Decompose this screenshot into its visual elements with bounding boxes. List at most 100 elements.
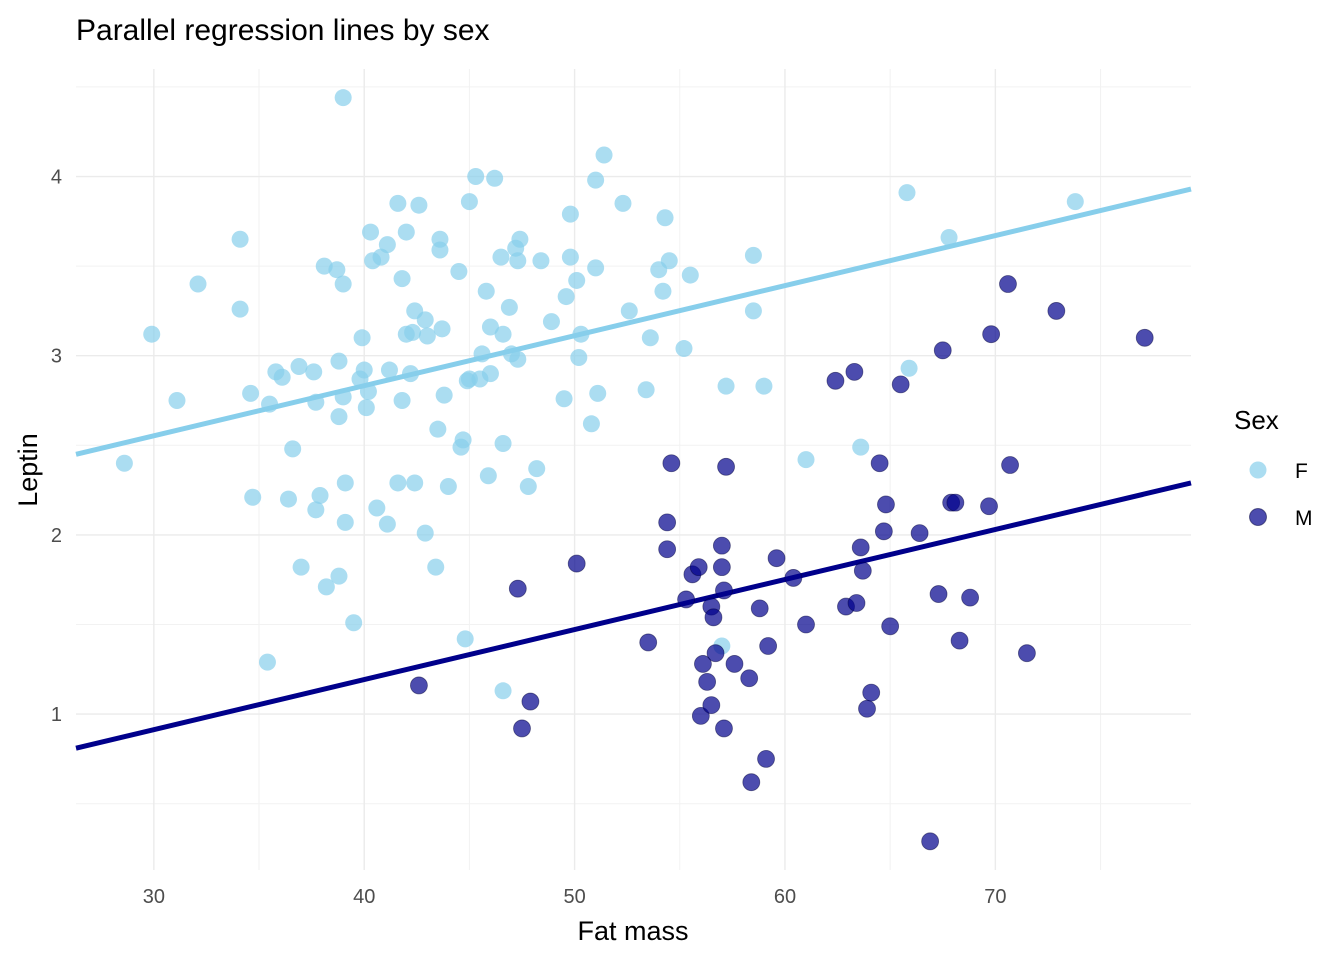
data-point-m <box>851 538 870 557</box>
data-point-f <box>231 300 249 318</box>
y-tick-label: 1 <box>51 704 62 726</box>
data-point-f <box>641 329 659 347</box>
x-tick-label: 30 <box>143 886 165 908</box>
data-point-f <box>473 345 491 363</box>
data-point-m <box>639 633 658 652</box>
data-point-m <box>521 692 540 711</box>
data-point-f <box>416 311 434 329</box>
data-point-m <box>929 585 948 603</box>
data-point-m <box>677 590 695 609</box>
data-point-m <box>921 832 940 851</box>
data-point-f <box>481 318 499 336</box>
data-point-m <box>410 676 428 695</box>
data-point-f <box>290 357 308 375</box>
data-point-f <box>393 270 411 288</box>
data-point-m <box>980 497 998 516</box>
data-point-f <box>439 478 457 496</box>
regression-line-f <box>75 186 1192 457</box>
data-point-f <box>744 302 762 320</box>
data-point-m <box>704 608 723 627</box>
data-point-f <box>168 392 186 410</box>
data-point-f <box>675 340 693 358</box>
data-point-m <box>658 540 677 559</box>
data-point-f <box>620 302 638 320</box>
data-point-f <box>454 431 472 449</box>
data-point-f <box>393 392 411 410</box>
data-point-m <box>757 749 775 768</box>
regression-line-m <box>75 480 1192 751</box>
data-point-f <box>456 630 474 648</box>
data-point-f <box>460 193 478 211</box>
data-point-f <box>231 230 249 248</box>
data-point-f <box>357 399 375 417</box>
data-point-m <box>1001 456 1019 474</box>
data-point-f <box>242 384 260 402</box>
data-point-f <box>755 377 773 395</box>
data-point-f <box>717 377 735 395</box>
data-point-f <box>416 524 434 542</box>
data-point-f <box>410 196 428 214</box>
data-point-f <box>317 578 335 596</box>
y-tick-label: 2 <box>51 525 62 547</box>
x-axis-title: Fat mass <box>577 916 688 946</box>
data-point-m <box>712 536 731 555</box>
data-point-f <box>429 420 447 438</box>
data-point-m <box>826 371 845 390</box>
data-point-f <box>389 474 407 492</box>
data-point-f <box>244 488 262 506</box>
data-points <box>115 89 1154 851</box>
data-point-f <box>279 490 297 508</box>
data-point-f <box>557 288 575 306</box>
data-point-f <box>378 236 396 254</box>
data-point-f <box>305 363 323 381</box>
data-point-m <box>712 558 731 577</box>
data-point-m <box>694 655 712 673</box>
data-point-m <box>870 454 889 473</box>
data-point-f <box>587 259 605 277</box>
data-point-m <box>950 631 969 650</box>
data-point-m <box>698 672 717 691</box>
data-point-m <box>702 696 721 715</box>
data-point-f <box>355 361 373 379</box>
data-point-f <box>637 381 655 399</box>
data-point-f <box>852 438 870 456</box>
data-point-f <box>500 298 518 316</box>
data-point-m <box>982 325 1001 344</box>
data-point-f <box>307 501 325 519</box>
data-point-f <box>797 451 815 469</box>
y-tick-label: 3 <box>51 346 62 368</box>
y-axis-title: Leptin <box>13 433 43 507</box>
minor-gridlines <box>76 69 1191 870</box>
data-point-m <box>784 569 803 587</box>
data-point-f <box>519 478 537 496</box>
data-point-f <box>477 282 495 300</box>
x-tick-label: 60 <box>774 886 796 908</box>
data-point-m <box>715 581 733 600</box>
x-tick-label: 50 <box>563 886 585 908</box>
data-point-f <box>334 89 352 107</box>
data-point-m <box>750 599 769 618</box>
data-point-f <box>328 261 346 279</box>
data-point-f <box>542 313 560 331</box>
data-point-f <box>362 223 380 241</box>
x-axis-tick-labels: 30 40 50 60 70 <box>143 886 1007 908</box>
data-point-f <box>582 415 600 433</box>
data-point-m <box>862 683 881 702</box>
data-point-m <box>513 719 531 738</box>
data-point-f <box>898 184 916 202</box>
data-point-f <box>284 440 302 458</box>
data-point-f <box>568 271 586 289</box>
data-point-f <box>656 209 674 227</box>
data-point-f <box>467 168 485 186</box>
data-point-f <box>509 350 527 368</box>
data-point-f <box>353 329 371 347</box>
data-point-m <box>706 644 725 663</box>
x-tick-label: 40 <box>353 886 375 908</box>
data-point-f <box>334 275 352 293</box>
data-point-f <box>492 248 510 266</box>
data-point-m <box>567 554 586 573</box>
data-point-m <box>797 615 815 634</box>
data-point-f <box>595 146 613 164</box>
data-point-f <box>900 359 918 377</box>
